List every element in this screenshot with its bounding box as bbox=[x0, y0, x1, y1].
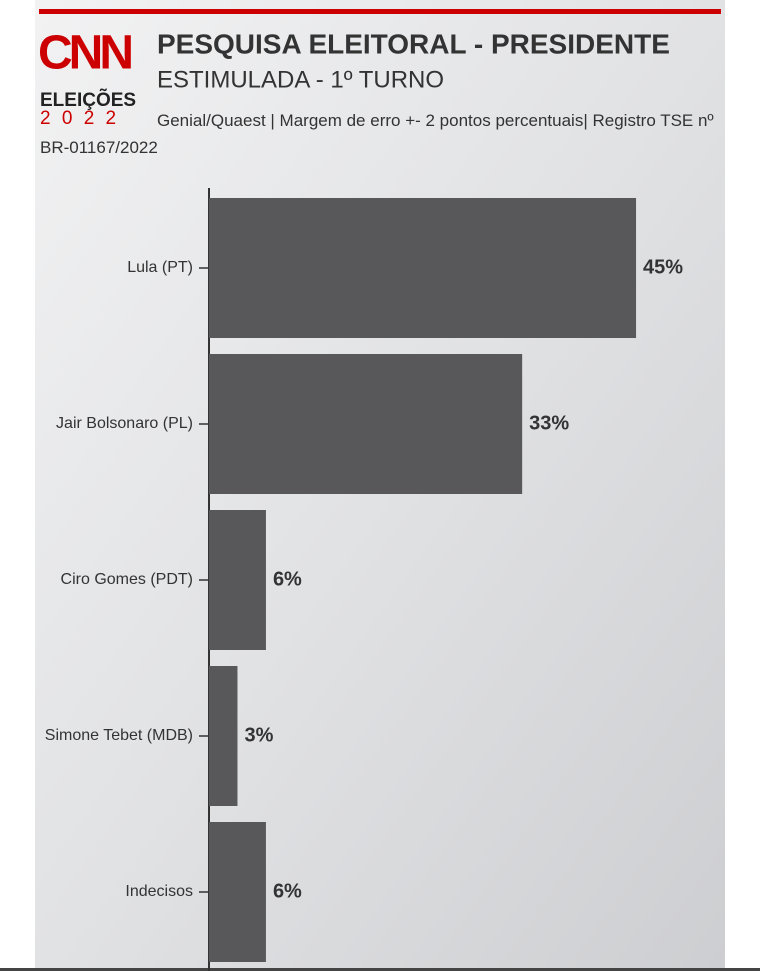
category-label: Simone Tebet (MDB) bbox=[45, 727, 193, 744]
logo-year: 2 0 2 2 bbox=[40, 108, 119, 129]
bar bbox=[209, 666, 238, 806]
chart-title: PESQUISA ELEITORAL - PRESIDENTE bbox=[157, 28, 670, 59]
value-label: 45% bbox=[643, 256, 683, 278]
value-label: 3% bbox=[244, 724, 273, 746]
bar bbox=[209, 822, 266, 962]
logo-brand: CNN bbox=[38, 27, 131, 80]
source: Genial/Quaest | Margem de erro +- 2 pont… bbox=[40, 111, 714, 157]
logo-line: ELEIÇÕES bbox=[40, 89, 136, 111]
bar bbox=[209, 354, 523, 494]
chart-subtitle: ESTIMULADA - 1º TURNO bbox=[157, 66, 444, 93]
category-label: Ciro Gomes (PDT) bbox=[61, 571, 193, 588]
value-label: 6% bbox=[273, 568, 302, 590]
category-label: Indecisos bbox=[125, 883, 193, 900]
bar bbox=[209, 510, 266, 650]
top-rule bbox=[39, 9, 721, 14]
value-label: 6% bbox=[273, 880, 302, 902]
category-label: Jair Bolsonaro (PL) bbox=[56, 415, 193, 432]
bar bbox=[209, 198, 637, 338]
category-label: Lula (PT) bbox=[127, 259, 193, 276]
value-label: 33% bbox=[529, 412, 569, 434]
bottom-rule bbox=[0, 968, 760, 971]
